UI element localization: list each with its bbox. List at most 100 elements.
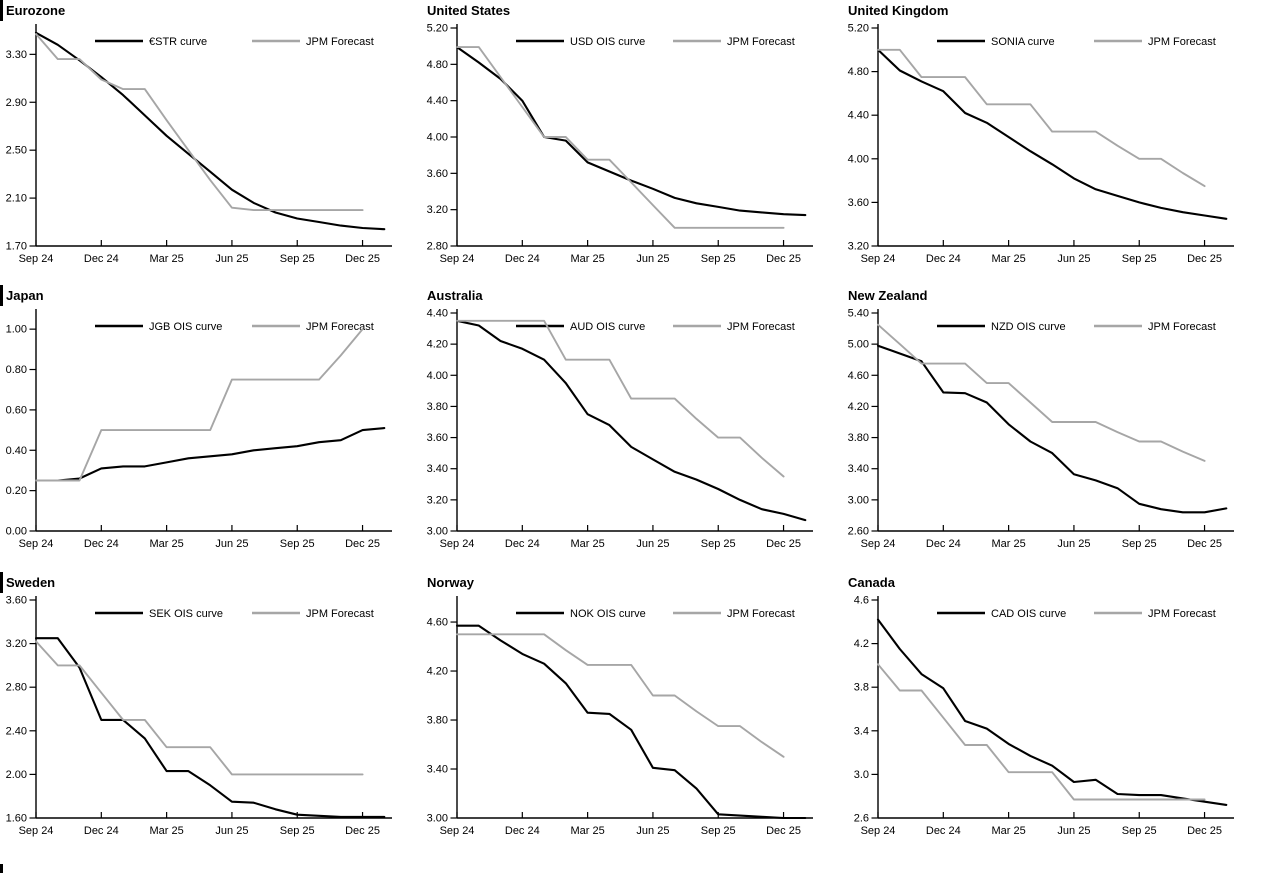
y-axis-label: 5.20 bbox=[427, 23, 448, 35]
y-axis-label: 3.00 bbox=[427, 813, 448, 825]
y-axis-label: 4.20 bbox=[427, 339, 448, 351]
y-axis-label: 3.40 bbox=[848, 463, 869, 475]
y-axis-label: 2.80 bbox=[427, 241, 448, 253]
y-axis-label: 1.70 bbox=[6, 241, 27, 253]
x-axis-label: Dec 25 bbox=[345, 538, 380, 550]
y-axis-label: 4.00 bbox=[427, 370, 448, 382]
x-axis-label: Mar 25 bbox=[570, 538, 604, 550]
y-axis-label: 0.60 bbox=[6, 404, 27, 416]
x-axis-label: Sep 24 bbox=[440, 538, 475, 550]
legend-label-ois: NZD OIS curve bbox=[991, 321, 1066, 333]
x-axis-label: Jun 25 bbox=[215, 538, 248, 550]
y-axis-label: 3.00 bbox=[848, 494, 869, 506]
legend-label-forecast: JPM Forecast bbox=[306, 36, 374, 48]
legend-label-ois: SONIA curve bbox=[991, 36, 1055, 48]
legend-label-forecast: JPM Forecast bbox=[1148, 36, 1216, 48]
x-axis-label: Sep 24 bbox=[861, 253, 896, 265]
chart-title-eurozone: Eurozone bbox=[6, 3, 66, 18]
x-axis-label: Jun 25 bbox=[636, 825, 669, 837]
x-axis-label: Sep 25 bbox=[701, 253, 736, 265]
y-axis-label: 4.00 bbox=[848, 153, 869, 165]
y-axis-label: 4.40 bbox=[848, 110, 869, 122]
y-axis-label: 3.60 bbox=[427, 432, 448, 444]
y-axis-label: 3.80 bbox=[848, 432, 869, 444]
y-axis-label: 3.4 bbox=[854, 725, 869, 737]
forecast-line bbox=[456, 319, 785, 478]
page-edge-mark bbox=[0, 0, 3, 21]
chart-panel-sweden: Sweden 1.60 2.00 2.40 2.80 3.20 3.60 Sep 24 Dec… bbox=[0, 572, 421, 873]
x-axis-label: Mar 25 bbox=[570, 825, 604, 837]
x-axis-label: Dec 24 bbox=[926, 253, 961, 265]
legend-label-ois: SEK OIS curve bbox=[149, 608, 223, 620]
x-axis-label: Jun 25 bbox=[215, 825, 248, 837]
y-axis-label: 4.20 bbox=[848, 401, 869, 413]
x-axis-label: Dec 24 bbox=[926, 825, 961, 837]
legend-label-forecast: JPM Forecast bbox=[1148, 321, 1216, 333]
legend-label-ois: AUD OIS curve bbox=[570, 321, 645, 333]
chart-panel-norway: Norway 3.00 3.40 3.80 4.20 4.60 Sep 24 Dec 24 M… bbox=[421, 572, 842, 873]
x-axis-label: Dec 24 bbox=[505, 538, 540, 550]
x-axis-label: Dec 24 bbox=[505, 253, 540, 265]
chart-panel-united-kingdom: United Kingdom 3.20 3.60 4.00 4.40 4.80 5.20 S… bbox=[842, 0, 1264, 285]
chart-title-united-kingdom: United Kingdom bbox=[848, 3, 949, 18]
x-axis-label: Sep 24 bbox=[861, 538, 896, 550]
x-axis-label: Sep 25 bbox=[280, 538, 315, 550]
y-axis-label: 5.40 bbox=[848, 308, 869, 320]
chart-panel-australia: Australia 3.00 3.20 3.40 3.60 3.80 4.00 4.20 4.… bbox=[421, 285, 842, 572]
ois-curve-line bbox=[455, 624, 807, 820]
forecast-line bbox=[877, 323, 1206, 462]
legend-label-forecast: JPM Forecast bbox=[727, 608, 795, 620]
y-axis-label: 2.10 bbox=[6, 193, 27, 205]
ois-curve-line bbox=[876, 48, 1228, 220]
x-axis-label: Jun 25 bbox=[1057, 825, 1090, 837]
x-axis-label: Mar 25 bbox=[149, 538, 183, 550]
x-axis-label: Sep 25 bbox=[1122, 538, 1157, 550]
x-axis-label: Dec 25 bbox=[345, 253, 380, 265]
chart-canvas-united-states: 2.80 3.20 3.60 4.00 4.40 4.80 5.20 Sep 24 Dec 24… bbox=[427, 23, 813, 265]
y-axis-label: 0.20 bbox=[6, 485, 27, 497]
x-axis-label: Sep 25 bbox=[280, 253, 315, 265]
x-axis-label: Dec 25 bbox=[766, 253, 801, 265]
y-axis-label: 0.40 bbox=[6, 445, 27, 457]
chart-panel-eurozone: Eurozone 1.70 2.10 2.50 2.90 3.30 Sep 24 Dec 2… bbox=[0, 0, 421, 285]
x-axis-label: Dec 25 bbox=[766, 538, 801, 550]
y-axis-label: 5.20 bbox=[848, 23, 869, 35]
legend-label-ois: €STR curve bbox=[149, 36, 207, 48]
x-axis-label: Sep 25 bbox=[1122, 253, 1157, 265]
forecast-line bbox=[877, 48, 1206, 188]
y-axis-label: 4.00 bbox=[427, 132, 448, 144]
chart-title-new-zealand: New Zealand bbox=[848, 288, 928, 303]
chart-canvas-united-kingdom: 3.20 3.60 4.00 4.40 4.80 5.20 Sep 24 Dec 24 Mar … bbox=[848, 23, 1234, 265]
y-axis-label: 4.40 bbox=[427, 95, 448, 107]
x-axis-label: Jun 25 bbox=[215, 253, 248, 265]
chart-canvas-sweden: 1.60 2.00 2.40 2.80 3.20 3.60 Sep 24 Dec 24 Mar … bbox=[6, 595, 392, 837]
x-axis-label: Sep 25 bbox=[701, 538, 736, 550]
forecast-line bbox=[35, 33, 364, 212]
x-axis-label: Sep 25 bbox=[280, 825, 315, 837]
y-axis-label: 2.00 bbox=[6, 769, 27, 781]
page-bottom-edge-mark bbox=[0, 864, 3, 873]
y-axis-label: 1.00 bbox=[6, 324, 27, 336]
y-axis-label: 3.80 bbox=[427, 715, 448, 727]
y-axis-label: 4.40 bbox=[427, 308, 448, 320]
legend-label-ois: USD OIS curve bbox=[570, 36, 645, 48]
x-axis-label: Jun 25 bbox=[1057, 253, 1090, 265]
forecast-line bbox=[456, 633, 785, 758]
y-axis-label: 3.60 bbox=[427, 168, 448, 180]
chart-canvas-norway: 3.00 3.40 3.80 4.20 4.60 Sep 24 Dec 24 Mar 25 Ju… bbox=[427, 596, 813, 837]
chart-panel-canada: Canada 2.6 3.0 3.4 3.8 4.2 4.6 Sep 24 Dec 24 Mar… bbox=[842, 572, 1264, 873]
y-axis-label: 1.60 bbox=[6, 813, 27, 825]
ois-curve-line bbox=[34, 427, 386, 482]
x-axis-label: Sep 24 bbox=[19, 538, 54, 550]
page-edge-mark bbox=[0, 572, 3, 593]
y-axis-label: 4.6 bbox=[854, 595, 869, 607]
legend-label-forecast: JPM Forecast bbox=[727, 36, 795, 48]
y-axis-label: 4.80 bbox=[848, 66, 869, 78]
y-axis-label: 4.80 bbox=[427, 59, 448, 71]
ois-curve-line bbox=[34, 637, 386, 818]
x-axis-label: Jun 25 bbox=[636, 538, 669, 550]
chart-panel-japan: Japan 0.00 0.20 0.40 0.60 0.80 1.00 Sep 24 Dec … bbox=[0, 285, 421, 572]
y-axis-label: 3.30 bbox=[6, 49, 27, 61]
forecast-line bbox=[35, 328, 364, 482]
